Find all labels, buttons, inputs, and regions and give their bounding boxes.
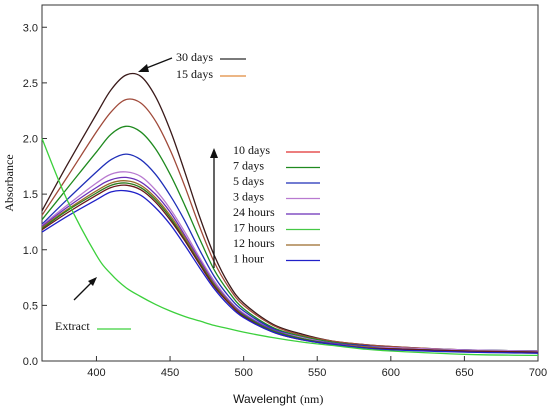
legend-top: 30 days 15 days: [176, 50, 246, 81]
plot-frame: [41, 4, 539, 362]
x-axis-title: Wavelenght: [233, 392, 297, 406]
series-line-7-days: [41, 153, 539, 352]
y-tick-label: 0.0: [23, 356, 38, 368]
arrow-to-extract: [73, 277, 97, 301]
x-tick-label: 450: [161, 367, 179, 379]
series-line-3-days: [41, 176, 539, 353]
series-line-1-hour: [41, 189, 539, 354]
series-line-10-days: [41, 125, 539, 352]
y-axis-title: Absorbance: [2, 154, 16, 211]
legend-label-3-days: 3 days: [233, 190, 264, 204]
arrow-increase-vertical: [210, 148, 218, 268]
legend-label-15-days: 15 days: [176, 67, 213, 81]
series-line-12-hours: [41, 184, 539, 353]
x-tick-label: 400: [87, 367, 105, 379]
series-line-17-hours: [41, 182, 539, 353]
y-tick-label: 2.5: [23, 78, 38, 90]
legend-extract: Extract: [55, 319, 131, 333]
x-tick-label: 550: [308, 367, 326, 379]
series-line-15-days: [41, 98, 539, 352]
y-tick-label: 2.0: [23, 134, 38, 146]
x-tick-label: 600: [382, 367, 400, 379]
y-tick-label: 1.0: [23, 245, 38, 257]
legend-label-12-hours: 12 hours: [233, 236, 275, 250]
arrow-to-peak: [138, 57, 173, 72]
series-line-30-days: [41, 72, 539, 352]
legend-label-5-days: 5 days: [233, 174, 264, 188]
x-tick-label: 650: [455, 367, 473, 379]
series-line-24-hours: [41, 180, 539, 353]
series-lines: [41, 72, 539, 357]
legend-label-extract: Extract: [55, 319, 90, 333]
legend-label-7-days: 7 days: [233, 159, 264, 173]
legend-label-10-days: 10 days: [233, 143, 270, 157]
y-tick-label: 1.5: [23, 189, 38, 201]
legend-label-17-hours: 17 hours: [233, 221, 275, 235]
y-tick-label: 3.0: [23, 22, 38, 34]
x-axis-ticks: 400 450 500 550 600 650 700: [87, 356, 547, 379]
x-tick-label: 700: [529, 367, 547, 379]
x-tick-label: 500: [234, 367, 252, 379]
legend-label-24-hours: 24 hours: [233, 205, 275, 219]
legend-label-1-hour: 1 hour: [233, 252, 264, 266]
y-axis-ticks: 0.0 0.5 1.0 1.5 2.0 2.5 3.0: [23, 22, 47, 368]
y-tick-label: 0.5: [23, 300, 38, 312]
x-axis-unit: (nm): [300, 392, 323, 406]
series-line-extract: [41, 138, 539, 357]
legend-label-30-days: 30 days: [176, 50, 213, 64]
